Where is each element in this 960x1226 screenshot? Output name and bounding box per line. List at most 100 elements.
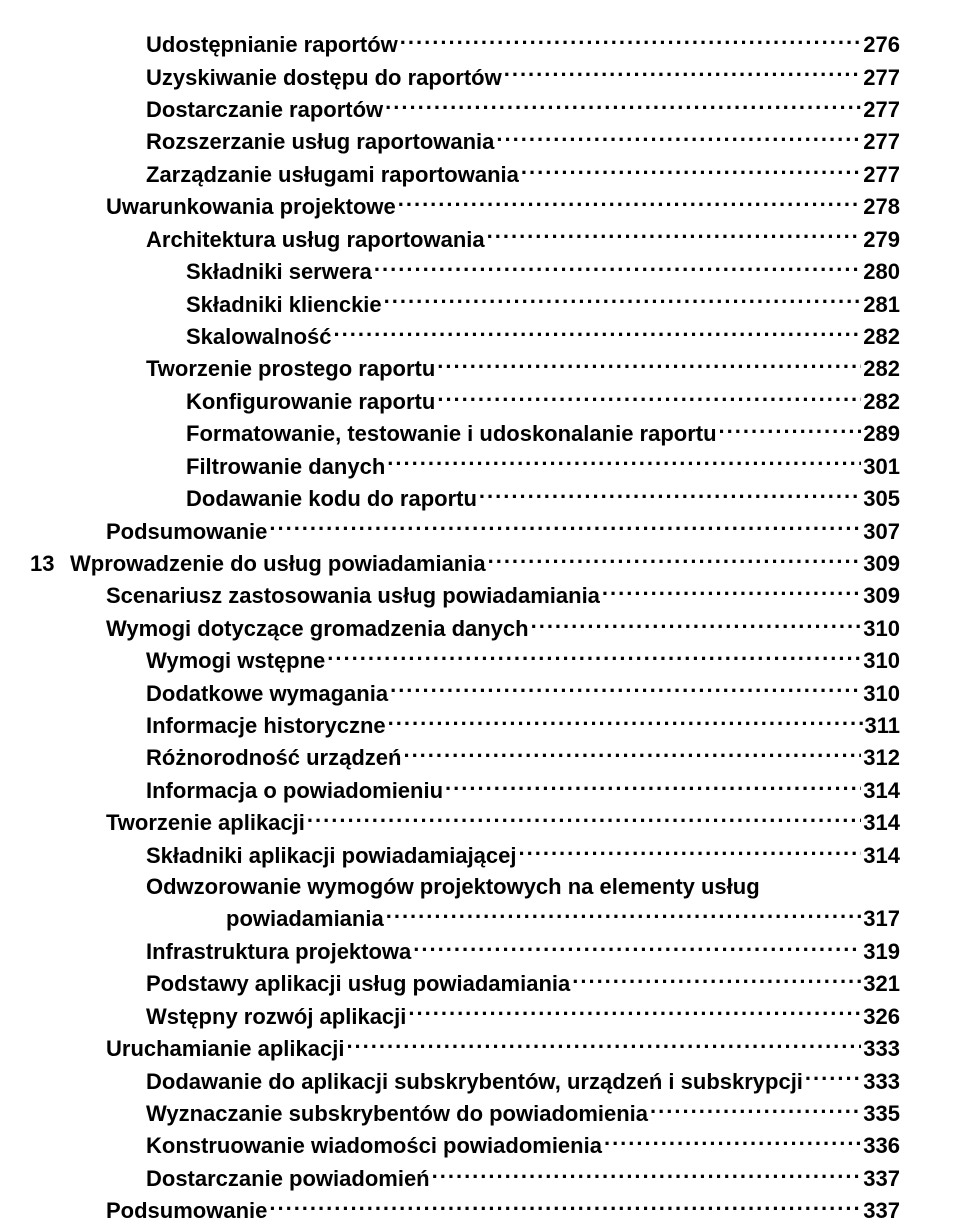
toc-page-number: 310 (863, 645, 900, 676)
toc-title: Tworzenie prostego raportu (146, 353, 435, 384)
toc-page-number: 321 (863, 968, 900, 999)
toc-entry: Infrastruktura projektowa319 (30, 935, 900, 967)
toc-leader (307, 806, 861, 830)
toc-title: Filtrowanie danych (186, 451, 385, 482)
toc-entry: Dodawanie do aplikacji subskrybentów, ur… (30, 1064, 900, 1096)
toc-page-number: 312 (863, 742, 900, 773)
toc-leader (386, 902, 862, 926)
toc-page-number: 307 (863, 516, 900, 547)
toc-page-number: 326 (863, 1001, 900, 1032)
toc-entry: Wyznaczanie subskrybentów do powiadomien… (30, 1097, 900, 1129)
toc-leader (805, 1064, 861, 1088)
toc-page-number: 277 (863, 159, 900, 190)
toc-leader (519, 839, 862, 863)
toc-title: Różnorodność urządzeń (146, 742, 401, 773)
toc-entry: Dodatkowe wymagania310 (30, 676, 900, 708)
toc-entry: Dostarczanie raportów 277 (30, 93, 900, 125)
toc-entry: Konfigurowanie raportu282 (30, 385, 900, 417)
toc-entry: Podstawy aplikacji usług powiadamiania32… (30, 967, 900, 999)
toc-leader (432, 1162, 862, 1186)
toc-leader (496, 125, 861, 149)
toc-entry: Podsumowanie 337 (30, 1194, 900, 1226)
toc-leader (719, 417, 862, 441)
toc-title: powiadamiania (226, 903, 384, 934)
toc-leader (604, 1129, 861, 1153)
toc-page-number: 278 (863, 191, 900, 222)
toc-entry: Formatowanie, testowanie i udoskonalanie… (30, 417, 900, 449)
toc-page-number: 337 (863, 1163, 900, 1194)
toc-leader (385, 93, 861, 117)
toc-leader (487, 223, 862, 247)
toc-entry: Informacja o powiadomieniu314 (30, 774, 900, 806)
toc-entry: Składniki serwera 280 (30, 255, 900, 287)
toc-entry: Tworzenie prostego raportu 282 (30, 352, 900, 384)
toc-entry: Wymogi dotyczące gromadzenia danych310 (30, 612, 900, 644)
toc-title: Rozszerzanie usług raportowania (146, 126, 494, 157)
toc-page-number: 277 (863, 126, 900, 157)
toc-page-number: 314 (863, 775, 900, 806)
toc-leader (650, 1097, 861, 1121)
toc-page-number: 333 (863, 1066, 900, 1097)
toc-page-number: 317 (863, 903, 900, 934)
toc-leader (531, 612, 862, 636)
toc-leader (488, 547, 862, 571)
toc-page-number: 319 (863, 936, 900, 967)
toc-title: Podsumowanie (106, 1195, 267, 1226)
toc-entry: Rozszerzanie usług raportowania 277 (30, 125, 900, 157)
toc-title: Wstępny rozwój aplikacji (146, 1001, 406, 1032)
toc-entry: Składniki klienckie281 (30, 287, 900, 319)
toc-title: Zarządzanie usługami raportowania (146, 159, 519, 190)
toc-entry: Różnorodność urządzeń 312 (30, 741, 900, 773)
toc-title: Wyznaczanie subskrybentów do powiadomien… (146, 1098, 648, 1129)
toc-entry: Zarządzanie usługami raportowania 277 (30, 158, 900, 190)
toc-page-number: 314 (863, 807, 900, 838)
toc-entry: Wstępny rozwój aplikacji 326 (30, 999, 900, 1031)
toc-leader (572, 967, 861, 991)
toc-title: Uzyskiwanie dostępu do raportów (146, 62, 502, 93)
toc-title: Składniki aplikacji powiadamiającej (146, 840, 517, 871)
toc-page-number: 305 (863, 483, 900, 514)
toc-title: Składniki serwera (186, 256, 372, 287)
table-of-contents: Udostępnianie raportów276Uzyskiwanie dos… (30, 28, 900, 1226)
toc-title: Odwzorowanie wymogów projektowych na ele… (30, 871, 900, 902)
toc-entry: Odwzorowanie wymogów projektowych na ele… (30, 871, 900, 935)
toc-title: Dodawanie do aplikacji subskrybentów, ur… (146, 1066, 803, 1097)
toc-title: Formatowanie, testowanie i udoskonalanie… (186, 418, 717, 449)
toc-leader (437, 352, 861, 376)
toc-title: Dostarczanie raportów (146, 94, 383, 125)
toc-leader (413, 935, 861, 959)
toc-title: Uruchamianie aplikacji (106, 1033, 344, 1064)
toc-page-number: 279 (863, 224, 900, 255)
toc-entry: Uzyskiwanie dostępu do raportów 277 (30, 60, 900, 92)
toc-page-number: 277 (863, 94, 900, 125)
toc-leader (269, 514, 861, 538)
toc-leader (403, 741, 861, 765)
toc-entry: Składniki aplikacji powiadamiającej314 (30, 839, 900, 871)
toc-page-number: 282 (863, 321, 900, 352)
toc-title: Dodawanie kodu do raportu (186, 483, 477, 514)
toc-title: Dostarczanie powiadomień (146, 1163, 430, 1194)
toc-page-number: 310 (863, 613, 900, 644)
toc-page-number: 282 (863, 353, 900, 384)
toc-page-number: 337 (863, 1195, 900, 1226)
toc-entry: Wymogi wstępne310 (30, 644, 900, 676)
toc-entry: Informacje historyczne311 (30, 709, 900, 741)
toc-leader (398, 190, 862, 214)
toc-entry: Podsumowanie307 (30, 514, 900, 546)
toc-leader (269, 1194, 861, 1218)
toc-page-number: 280 (863, 256, 900, 287)
toc-entry: Uruchamianie aplikacji 333 (30, 1032, 900, 1064)
chapter-number: 13 (30, 548, 64, 579)
toc-title: Dodatkowe wymagania (146, 678, 388, 709)
toc-leader (388, 709, 863, 733)
toc-title: Scenariusz zastosowania usług powiadamia… (106, 580, 600, 611)
toc-entry: Konstruowanie wiadomości powiadomienia33… (30, 1129, 900, 1161)
toc-leader (387, 449, 861, 473)
toc-entry: Filtrowanie danych301 (30, 449, 900, 481)
toc-page-number: 333 (863, 1033, 900, 1064)
toc-title: Konfigurowanie raportu (186, 386, 435, 417)
toc-leader (521, 158, 861, 182)
toc-page-number: 309 (863, 548, 900, 579)
toc-title: Udostępnianie raportów (146, 29, 398, 60)
toc-page-number: 277 (863, 62, 900, 93)
